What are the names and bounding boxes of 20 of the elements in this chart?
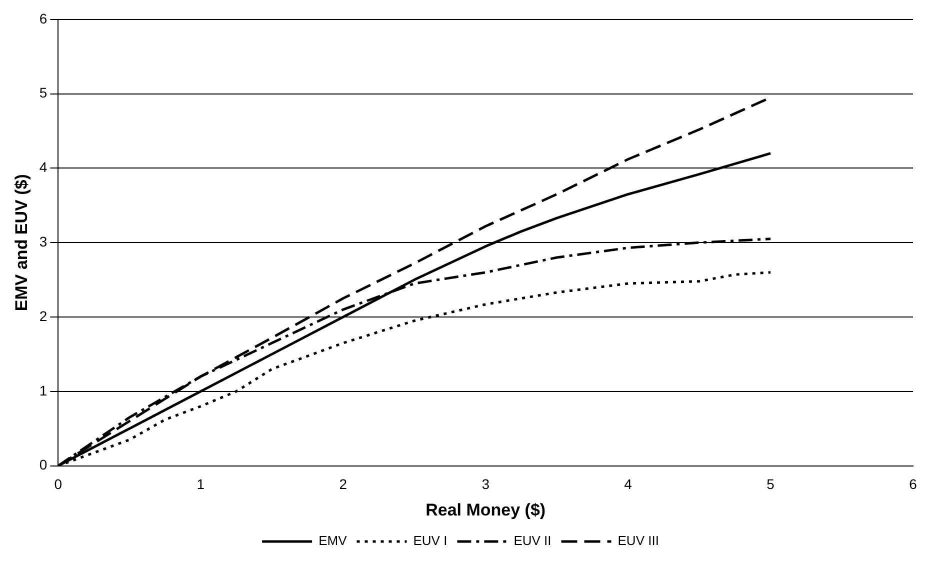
legend-label: EMV xyxy=(318,533,348,548)
y-tick-label: 5 xyxy=(39,84,48,101)
legend-label: EUV II xyxy=(514,533,552,548)
x-tick-label: 6 xyxy=(909,476,918,492)
x-tick-label: 5 xyxy=(766,476,775,492)
x-axis-title: Real Money ($) xyxy=(426,500,546,520)
legend-label: EUV I xyxy=(413,533,448,548)
x-tick-label: 4 xyxy=(624,476,632,492)
y-tick-label: 0 xyxy=(39,456,48,473)
x-tick-label: 3 xyxy=(482,476,490,492)
y-tick-label: 2 xyxy=(39,308,48,324)
y-tick-label: 1 xyxy=(39,382,48,398)
y-axis-title: EMV and EUV ($) xyxy=(12,174,31,312)
x-tick-label: 0 xyxy=(54,476,62,492)
y-tick-label: 4 xyxy=(39,159,48,176)
x-tick-label: 2 xyxy=(339,476,348,492)
y-tick-label: 3 xyxy=(39,233,48,250)
y-tick-label: 6 xyxy=(39,10,48,26)
x-tick-label: 1 xyxy=(196,476,205,492)
legend-label: EUV III xyxy=(618,533,659,548)
